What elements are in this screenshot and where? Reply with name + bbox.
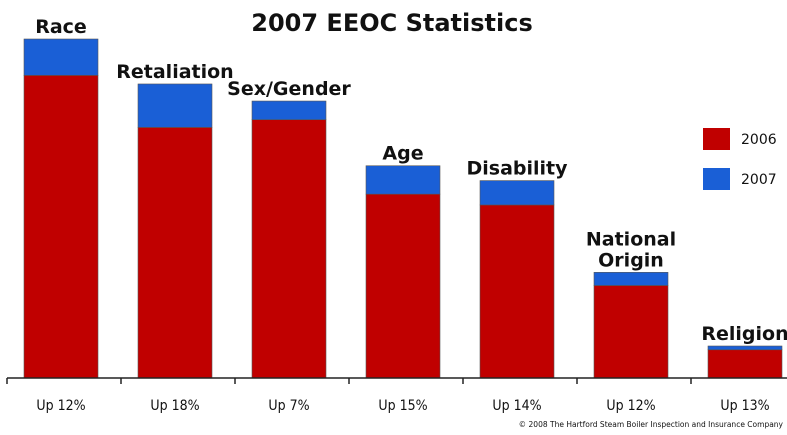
legend-swatch-2007	[703, 168, 730, 190]
bar-disability-2006	[479, 204, 555, 379]
bar-national-origin-2007	[593, 272, 669, 286]
tick-label: Up 7%	[268, 398, 309, 414]
tick-label: Up 15%	[378, 398, 427, 414]
tick-label: Up 13%	[720, 398, 769, 414]
copyright-note: © 2008 The Hartford Steam Boiler Inspect…	[519, 420, 784, 429]
legend-swatch-2006	[703, 128, 730, 150]
tick-label: Up 14%	[492, 398, 541, 414]
tick-label: Up 12%	[36, 398, 85, 414]
bar-sex-gender-2006	[251, 119, 327, 379]
bar-age-2006	[365, 193, 441, 379]
bars-group	[23, 38, 783, 379]
bar-race-2007	[23, 38, 99, 76]
x-axis: Up 12% Up 18% Up 7% Up 15% Up 14% Up 12% Up 13…	[6, 377, 787, 414]
legend-label-2006: 2006	[741, 132, 777, 148]
legend-label-2007: 2007	[741, 172, 777, 188]
chart-title: 2007 EEOC Statistics	[251, 9, 532, 37]
bar-age-2007	[365, 165, 441, 195]
category-label: Age	[382, 143, 423, 165]
category-label: Religion	[701, 323, 787, 345]
category-label: Retaliation	[116, 61, 233, 83]
category-label: Disability	[466, 158, 568, 180]
bar-retaliation-2007	[137, 83, 213, 128]
bar-national-origin-2006	[593, 285, 669, 379]
bar-race-2006	[23, 75, 99, 379]
legend: 2006 2007	[703, 128, 777, 190]
bar-religion-2007	[707, 345, 783, 351]
tick-label: Up 12%	[606, 398, 655, 414]
category-label: Race	[35, 16, 87, 38]
bar-religion-2006	[707, 349, 783, 379]
category-label: Origin	[598, 249, 664, 271]
category-label: National	[586, 228, 676, 250]
bar-disability-2007	[479, 180, 555, 206]
category-label: Sex/Gender	[227, 78, 351, 100]
bar-retaliation-2006	[137, 127, 213, 379]
tick-label: Up 18%	[150, 398, 199, 414]
bar-sex-gender-2007	[251, 100, 327, 120]
